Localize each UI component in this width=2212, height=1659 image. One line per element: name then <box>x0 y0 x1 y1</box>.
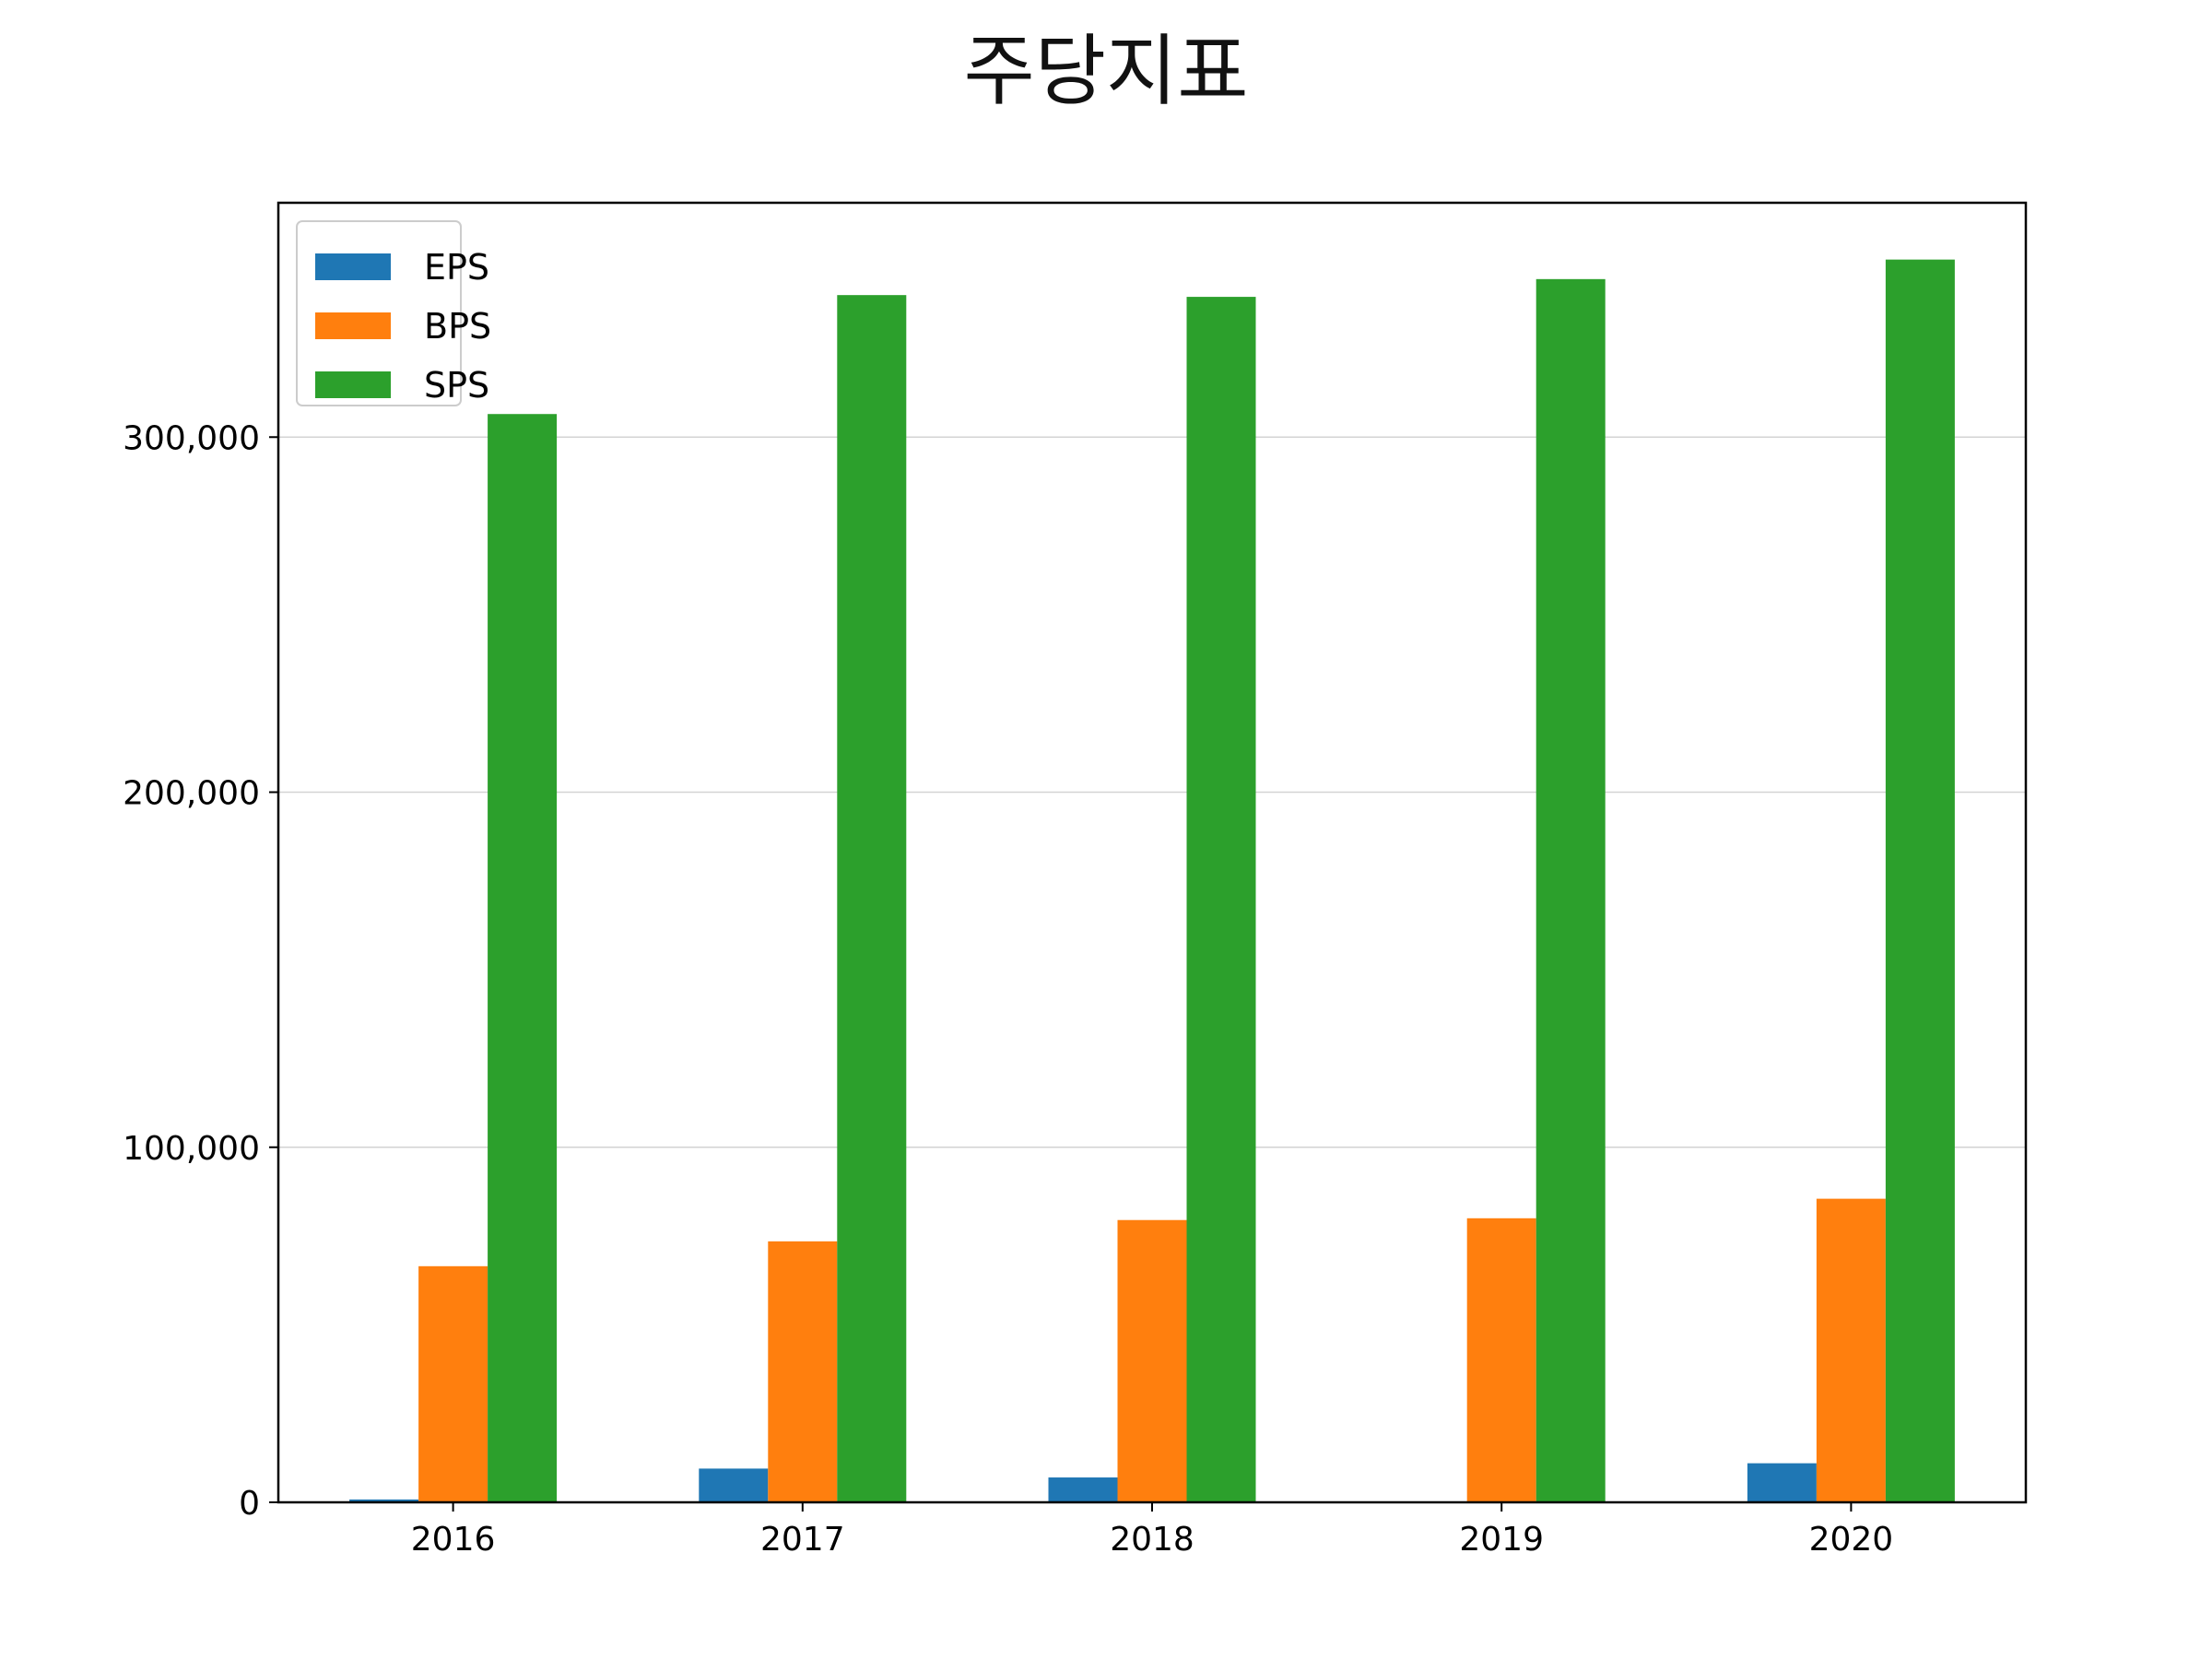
bar-eps-2018 <box>1048 1477 1118 1502</box>
bar-bps-2017 <box>768 1241 838 1502</box>
legend: EPS BPS SPS <box>296 220 491 406</box>
chart-title: 주당지표 <box>963 26 1249 116</box>
grid-lines <box>278 436 2026 1148</box>
x-tick-label: 2020 <box>1809 1521 1894 1559</box>
bar-bps-2018 <box>1117 1219 1187 1502</box>
legend-label-eps: EPS <box>424 247 489 288</box>
bar-eps-2017 <box>699 1468 769 1502</box>
bar-sps-2018 <box>1186 297 1256 1503</box>
x-axis-ticks: 2016 2017 2018 2019 2020 <box>411 1502 1893 1559</box>
bars <box>349 259 1955 1503</box>
y-tick-label: 300,000 <box>123 419 260 457</box>
y-tick-label: 0 <box>239 1485 260 1523</box>
bar-bps-2020 <box>1816 1198 1886 1502</box>
bar-eps-2016 <box>349 1499 419 1502</box>
legend-label-sps: SPS <box>424 365 489 406</box>
bar-eps-2020 <box>1747 1463 1817 1502</box>
legend-swatch-eps <box>315 253 391 280</box>
y-tick-label: 200,000 <box>123 775 260 813</box>
x-tick-label: 2016 <box>411 1521 496 1559</box>
bar-sps-2020 <box>1885 259 1955 1502</box>
y-tick-label: 100,000 <box>123 1130 260 1168</box>
y-axis-ticks: 0 100,000 200,000 300,000 <box>123 419 278 1523</box>
x-tick-label: 2019 <box>1459 1521 1544 1559</box>
x-tick-label: 2017 <box>760 1521 845 1559</box>
legend-label-bps: BPS <box>424 306 491 347</box>
bar-bps-2016 <box>418 1265 488 1502</box>
legend-swatch-bps <box>315 312 391 339</box>
legend-swatch-sps <box>315 371 391 398</box>
x-tick-label: 2018 <box>1110 1521 1194 1559</box>
bar-sps-2019 <box>1535 278 1606 1502</box>
bar-sps-2017 <box>837 295 907 1502</box>
bar-sps-2016 <box>488 414 558 1502</box>
bar-bps-2019 <box>1466 1218 1536 1502</box>
